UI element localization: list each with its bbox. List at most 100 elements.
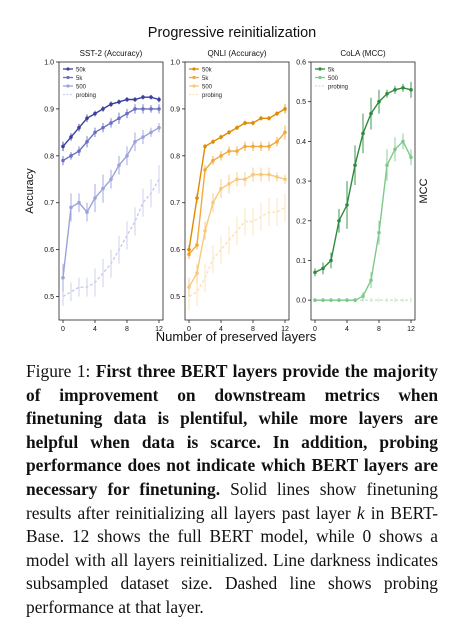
caption-bold-text: First three BERT layers provide the majo… — [26, 361, 438, 499]
plot-frame — [310, 61, 416, 321]
legend-marker — [318, 75, 322, 80]
data-point — [61, 158, 65, 163]
y-tick-label: 0.1 — [296, 258, 306, 265]
data-point — [157, 97, 161, 102]
data-point — [243, 177, 247, 182]
data-point — [227, 130, 231, 135]
data-point — [77, 149, 81, 153]
y-tick-label: 0.9 — [170, 106, 180, 113]
data-point — [77, 200, 81, 205]
data-point — [93, 111, 97, 116]
chart-panels: SST-2 (Accuracy) 0.5 0.6 0.7 0.8 0.9 1.0 0 4 8 12 A… — [24, 49, 430, 333]
legend-label: 5k — [76, 76, 83, 82]
data-point — [345, 298, 349, 302]
suptitle: Progressive reinitialization — [148, 25, 316, 41]
data-point — [235, 177, 239, 182]
y-tick-label: 0.9 — [44, 106, 54, 113]
data-point — [251, 121, 255, 125]
data-point — [313, 270, 317, 275]
data-point — [141, 135, 145, 139]
data-point — [109, 177, 113, 182]
caption-text-continued: in BERT-Base. 12 shows the full BERT mod… — [26, 502, 439, 617]
data-point — [203, 168, 207, 172]
data-point — [235, 149, 239, 153]
y-tick-label: 1.0 — [170, 60, 180, 67]
x-tick-label: 12 — [281, 326, 289, 333]
data-point — [101, 107, 105, 111]
data-point — [125, 154, 129, 158]
data-point — [149, 95, 153, 99]
y-tick-label: 0.5 — [296, 99, 306, 106]
data-point — [141, 107, 145, 111]
data-point — [385, 91, 389, 96]
legend-marker — [192, 84, 196, 88]
data-point — [211, 200, 215, 205]
data-point — [211, 158, 215, 163]
data-point — [361, 294, 365, 298]
legend-label: 500 — [76, 84, 87, 90]
data-point — [409, 155, 413, 160]
data-point — [275, 139, 279, 144]
legend-label: probing — [202, 93, 222, 99]
data-point — [385, 163, 389, 167]
caption-label: Figure 1: — [26, 361, 91, 381]
series-5k — [187, 125, 287, 260]
series-500 — [61, 122, 161, 292]
y-tick-label: 1.0 — [44, 60, 54, 67]
data-point — [69, 135, 73, 139]
x-tick-label: 4 — [345, 326, 349, 333]
data-point — [203, 144, 207, 149]
data-point — [353, 298, 357, 302]
data-point — [219, 135, 223, 139]
x-tick-label: 0 — [313, 326, 317, 333]
series-line — [62, 178, 160, 298]
data-point — [109, 102, 113, 107]
data-point — [133, 107, 137, 111]
legend: 5k 500 probing — [315, 67, 348, 90]
x-tick-label: 4 — [93, 326, 97, 333]
x-tick-label: 8 — [125, 326, 129, 333]
y-tick-label: 0.6 — [170, 247, 180, 254]
series-50k — [187, 104, 287, 255]
data-point — [267, 116, 271, 121]
data-point — [409, 87, 413, 92]
data-point — [345, 203, 349, 207]
data-point — [85, 116, 89, 121]
legend-marker — [192, 75, 196, 80]
data-point — [109, 121, 113, 125]
y-tick-label: 0.4 — [296, 139, 306, 146]
data-point — [235, 125, 239, 130]
data-point — [93, 196, 97, 200]
data-point — [337, 218, 341, 223]
legend-marker — [66, 67, 70, 71]
legend: 50k 5k 500 probing — [189, 67, 222, 99]
data-point — [329, 258, 333, 263]
data-point — [187, 247, 191, 252]
data-point — [377, 99, 381, 104]
data-point — [141, 95, 145, 99]
series-500 — [313, 133, 413, 303]
data-point — [149, 130, 153, 135]
y-tick-label: 0.6 — [44, 247, 54, 254]
legend-marker — [66, 84, 70, 88]
plot-frame — [58, 61, 164, 321]
data-point — [219, 154, 223, 158]
y-tick-label: 0.7 — [44, 200, 54, 207]
legend-label: 500 — [328, 76, 339, 82]
data-point — [61, 275, 65, 280]
legend-label: 5k — [328, 67, 335, 73]
data-point — [259, 172, 263, 177]
data-point — [211, 139, 215, 144]
data-point — [251, 144, 255, 149]
legend-marker — [66, 75, 70, 80]
data-point — [353, 163, 357, 167]
plot-frame — [184, 61, 290, 321]
panel-3: CoLA (MCC) 0.0 0.1 0.2 0.3 0.4 0.5 0.6 0 4 8 12 MCC 5… — [296, 49, 430, 333]
data-point — [283, 177, 287, 182]
data-point — [195, 243, 199, 247]
data-point — [69, 205, 73, 210]
y-tick-label: 0.8 — [44, 153, 54, 160]
legend-marker — [192, 67, 196, 71]
x-tick-label: 8 — [251, 326, 255, 333]
data-point — [275, 111, 279, 116]
